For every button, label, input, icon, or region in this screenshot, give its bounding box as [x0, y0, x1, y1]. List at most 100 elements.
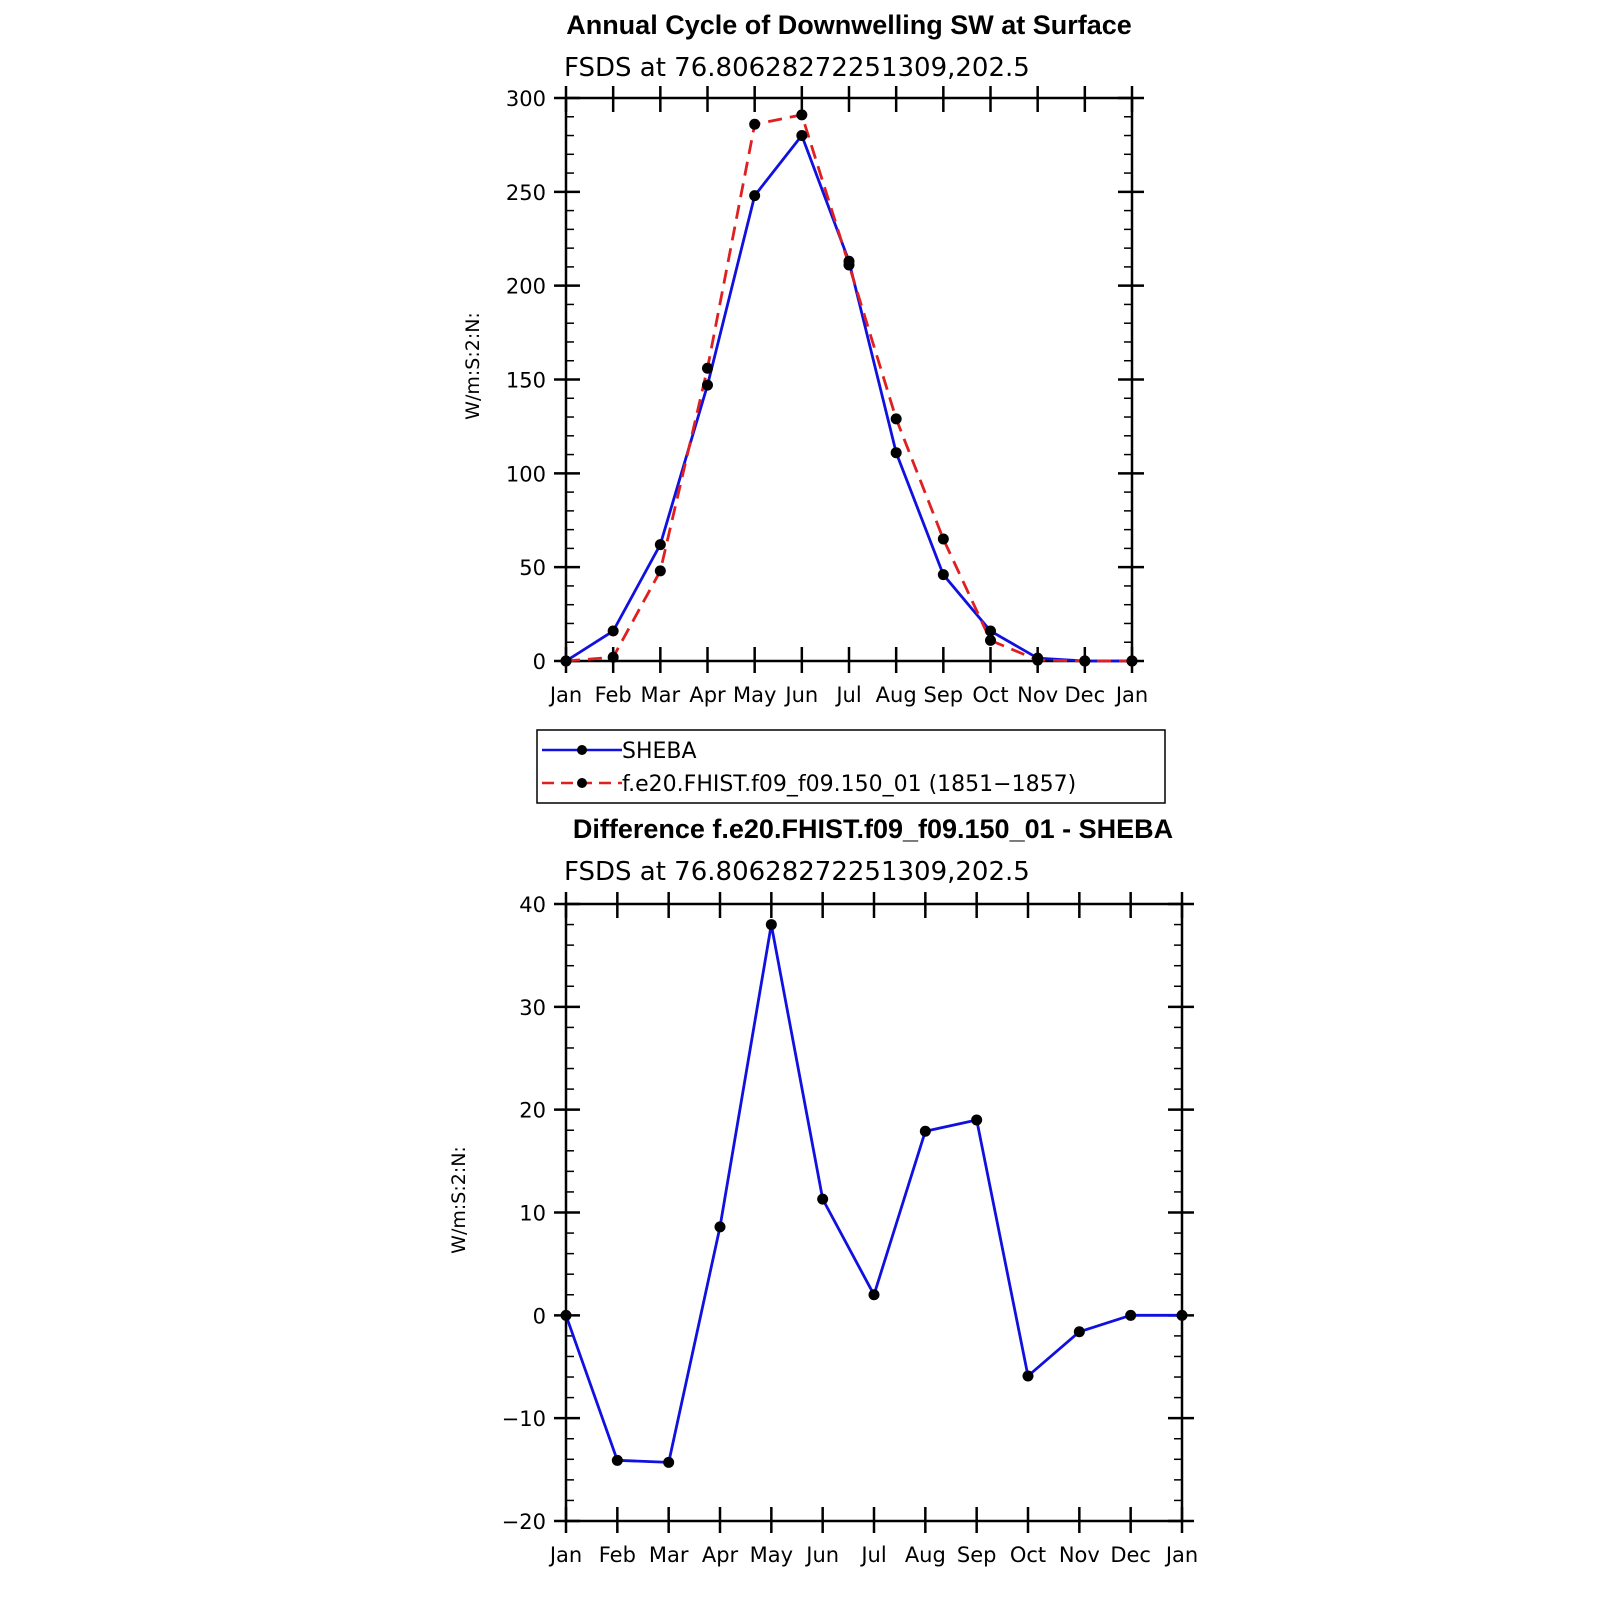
y-tick-label: 150	[506, 369, 546, 393]
series-group	[560, 109, 1138, 667]
data-point	[1032, 654, 1044, 666]
data-point	[714, 1221, 726, 1233]
data-point	[971, 1114, 983, 1126]
data-point	[919, 1125, 931, 1137]
data-point	[985, 634, 996, 646]
data-point	[611, 1454, 623, 1466]
chart-title: Difference f.e20.FHIST.f09_f09.150_01 - …	[573, 814, 1173, 844]
legend-marker-sheba	[577, 745, 587, 755]
data-point	[1176, 1309, 1188, 1321]
data-point	[663, 1456, 675, 1468]
data-point	[843, 259, 855, 271]
x-tick-label: Jan	[1164, 1543, 1198, 1567]
data-point	[607, 651, 619, 663]
data-point	[702, 379, 713, 391]
minor-ticks	[554, 86, 1144, 673]
y-tick-labels: 0 50 100 150 200 250 300	[506, 87, 546, 674]
y-tick-label: 0	[533, 650, 546, 674]
x-tick-label: Jul	[834, 683, 861, 707]
data-point	[937, 569, 949, 581]
series-line	[564, 923, 1182, 1464]
x-tick-label: Oct	[1010, 1543, 1046, 1567]
data-point	[890, 413, 902, 425]
x-tick-label: Jun	[783, 683, 818, 707]
y-tick-labels: −20 −10 0 10 20 30 40	[502, 893, 546, 1534]
data-point	[749, 118, 761, 130]
x-tick-labels: Jan Feb Mar Apr May Jun Jul Aug Sep Oct Nov Dec Jan	[548, 1543, 1198, 1567]
data-point	[937, 533, 949, 545]
data-point	[1126, 655, 1138, 667]
data-point	[817, 1193, 829, 1205]
data-point	[796, 130, 808, 142]
y-tick-label: 20	[519, 1099, 546, 1123]
legend-box	[536, 729, 1166, 804]
y-tick-label: 300	[506, 87, 546, 111]
legend-label-model: f.e20.FHIST.f09_f09.150_01 (1851−1857)	[622, 772, 1076, 797]
x-tick-label: Aug	[905, 1543, 946, 1567]
y-tick-label: −20	[502, 1510, 546, 1534]
x-tick-label: Mar	[649, 1543, 689, 1567]
x-tick-label: Apr	[689, 683, 726, 707]
y-tick-label: 250	[506, 181, 546, 205]
data-point	[1073, 1326, 1085, 1338]
chart-subtitle: FSDS at 76.80628272251309,202.5	[564, 53, 1030, 83]
y-tick-label: 30	[519, 996, 546, 1020]
x-tick-label: Jan	[548, 1543, 582, 1567]
x-tick-label: Feb	[599, 1543, 636, 1567]
series-line	[565, 113, 1132, 663]
x-tick-label: Nov	[1017, 683, 1058, 707]
data-point	[654, 539, 666, 551]
x-tick-label: Oct	[972, 683, 1008, 707]
data-point	[765, 919, 777, 931]
y-tick-label: 10	[519, 1202, 546, 1226]
x-tick-label: Aug	[876, 683, 917, 707]
x-tick-label: May	[750, 1543, 793, 1567]
data-point	[749, 190, 761, 202]
legend: SHEBA f.e20.FHIST.f09_f09.150_01 (1851−1…	[536, 729, 1166, 804]
x-tick-label: Jan	[1114, 683, 1148, 707]
data-point	[868, 1289, 880, 1301]
series-group	[560, 919, 1188, 1468]
x-tick-label: Jun	[804, 1543, 839, 1567]
x-tick-label: Nov	[1059, 1543, 1100, 1567]
y-tick-label: 40	[519, 893, 546, 917]
plot-frame	[564, 902, 1184, 1523]
x-tick-label: Jan	[548, 683, 582, 707]
y-tick-label: 50	[519, 556, 546, 580]
data-point	[702, 362, 713, 374]
data-point	[985, 625, 996, 637]
x-tick-label: Jul	[859, 1543, 886, 1567]
x-tick-label: Dec	[1110, 1543, 1151, 1567]
data-point	[796, 109, 808, 121]
data-point	[654, 565, 666, 577]
x-tick-label: Feb	[595, 683, 632, 707]
chart-title: Annual Cycle of Downwelling SW at Surfac…	[566, 10, 1132, 40]
x-tick-labels: Jan Feb Mar Apr May Jun Jul Aug Sep Oct Nov Dec Jan	[548, 683, 1148, 707]
y-tick-label: 200	[506, 275, 546, 299]
x-tick-label: Dec	[1065, 683, 1106, 707]
x-tick-label: Sep	[957, 1543, 997, 1567]
data-point	[1079, 655, 1091, 667]
minor-ticks	[554, 892, 1194, 1533]
x-tick-label: Sep	[924, 683, 964, 707]
data-point	[1125, 1309, 1137, 1321]
difference-chart: Difference f.e20.FHIST.f09_f09.150_01 - …	[448, 814, 1198, 1567]
series-line	[565, 134, 1132, 663]
chart-subtitle: FSDS at 76.80628272251309,202.5	[564, 857, 1030, 887]
x-tick-label: Mar	[641, 683, 681, 707]
x-tick-label: May	[733, 683, 776, 707]
data-point	[560, 655, 572, 667]
data-point	[1022, 1370, 1034, 1382]
legend-label-sheba: SHEBA	[622, 739, 697, 764]
plot-frame	[564, 96, 1134, 663]
x-tick-label: Apr	[702, 1543, 739, 1567]
y-tick-label: 100	[506, 462, 546, 486]
legend-marker-model	[577, 778, 587, 788]
y-tick-label: −10	[502, 1407, 546, 1431]
data-point	[607, 625, 619, 637]
y-tick-label: 0	[533, 1304, 546, 1328]
data-point	[560, 1309, 572, 1321]
y-axis-label: W/m:S:2:N:	[448, 1146, 470, 1254]
y-axis-label: W/m:S:2:N:	[462, 312, 484, 420]
